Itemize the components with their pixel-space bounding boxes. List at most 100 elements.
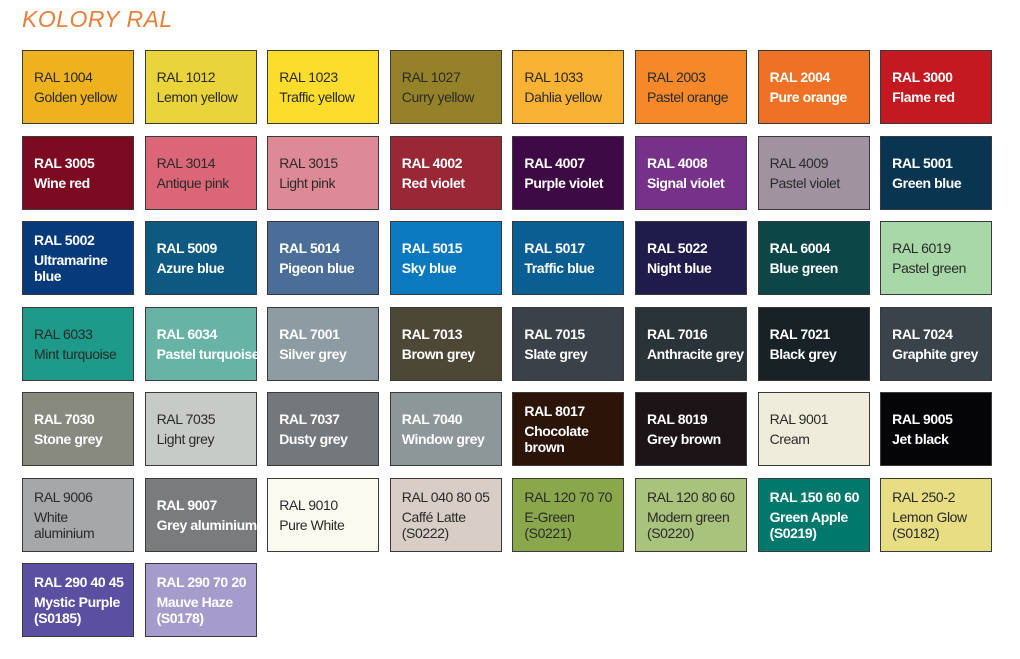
swatch-name: Wine red bbox=[34, 174, 90, 191]
swatch-name: Caffé Latte bbox=[401, 508, 466, 525]
swatch-name: Blue green bbox=[769, 260, 839, 276]
swatch-code: RAL 250-2 bbox=[892, 488, 955, 505]
swatch-name: Pure orange bbox=[769, 89, 848, 105]
color-swatch: RAL 7040 Window grey bbox=[389, 392, 502, 466]
swatch-code: RAL 9006 bbox=[34, 488, 93, 505]
swatch-name: Pastel green bbox=[892, 260, 966, 276]
color-swatch: RAL 7030 Stone grey bbox=[22, 392, 134, 466]
swatch-name: Pigeon blue bbox=[279, 260, 355, 276]
color-swatch: RAL 8017 Chocolate brown bbox=[512, 392, 625, 466]
swatch-name: Azure blue bbox=[156, 260, 225, 276]
color-swatch-grid: RAL 1004 Golden yellow RAL 1012 Lemon yello… bbox=[22, 50, 993, 637]
swatch-name: Green Apple bbox=[769, 508, 849, 525]
color-swatch: RAL 7016 Anthracite grey bbox=[634, 306, 747, 381]
color-swatch: RAL 4008 Signal violet bbox=[634, 135, 747, 210]
swatch-name: Dahlia yellow bbox=[524, 89, 602, 105]
swatch-code: RAL 3005 bbox=[34, 154, 95, 171]
swatch-name: (S0221) bbox=[524, 524, 572, 541]
swatch-code: RAL 1033 bbox=[524, 69, 583, 85]
swatch-code: RAL 5002 bbox=[34, 232, 95, 248]
swatch-name: Mint turquoise bbox=[34, 345, 117, 362]
color-swatch: RAL 1033 Dahlia yellow bbox=[512, 50, 625, 124]
swatch-name: (S0182) bbox=[892, 524, 940, 541]
swatch-code: RAL 7015 bbox=[524, 325, 585, 342]
swatch-code: RAL 7013 bbox=[401, 325, 463, 342]
swatch-name: Chocolate bbox=[524, 423, 589, 439]
swatch-name: Mystic Purple bbox=[34, 594, 120, 610]
swatch-name: brown bbox=[524, 439, 565, 455]
swatch-name: Mauve Haze bbox=[156, 594, 234, 610]
color-swatch: RAL 7013 Brown grey bbox=[389, 306, 502, 381]
color-swatch: RAL 5017 Traffic blue bbox=[512, 221, 625, 295]
swatch-code: RAL 9001 bbox=[769, 411, 829, 427]
color-swatch: RAL 6033 Mint turquoise bbox=[22, 306, 134, 381]
swatch-code: RAL 4009 bbox=[769, 154, 829, 171]
swatch-name: Light grey bbox=[156, 431, 215, 447]
swatch-code: RAL 8019 bbox=[646, 411, 708, 427]
swatch-name: Flame red bbox=[892, 89, 955, 105]
color-swatch: RAL 8019 Grey brown bbox=[634, 392, 747, 466]
swatch-code: RAL 7037 bbox=[279, 411, 340, 427]
color-swatch: RAL 120 70 70 E-Green (S0221) bbox=[512, 477, 625, 552]
swatch-code: RAL 7035 bbox=[156, 411, 216, 427]
color-swatch: RAL 7024 Graphite grey bbox=[880, 306, 993, 381]
swatch-name: Night blue bbox=[646, 260, 712, 276]
color-swatch: RAL 7001 Silver grey bbox=[267, 306, 380, 381]
swatch-code: RAL 6004 bbox=[769, 240, 831, 256]
page-title: KOLORY RAL bbox=[22, 6, 173, 32]
swatch-code: RAL 5014 bbox=[279, 240, 340, 256]
swatch-code: RAL 6019 bbox=[892, 240, 951, 256]
swatch-code: RAL 5015 bbox=[401, 240, 463, 256]
swatch-name: Grey aluminium bbox=[156, 516, 258, 533]
swatch-name: Cream bbox=[769, 431, 810, 447]
color-swatch: RAL 5001 Green blue bbox=[880, 135, 993, 210]
swatch-name: (S0178) bbox=[156, 610, 204, 626]
swatch-code: RAL 2004 bbox=[769, 69, 831, 85]
swatch-code: RAL 9007 bbox=[156, 496, 218, 513]
swatch-code: RAL 3015 bbox=[279, 154, 338, 171]
swatch-code: RAL 290 70 20 bbox=[156, 574, 247, 590]
color-swatch: RAL 5015 Sky blue bbox=[389, 221, 502, 295]
color-swatch: RAL 150 60 60 Green Apple (S0219) bbox=[757, 477, 870, 552]
color-swatch: RAL 9010 Pure White bbox=[267, 477, 380, 552]
swatch-code: RAL 6034 bbox=[156, 325, 218, 342]
swatch-name: Green blue bbox=[892, 174, 962, 191]
swatch-name: Lemon Glow bbox=[892, 508, 967, 525]
color-swatch: RAL 4009 Pastel violet bbox=[757, 135, 870, 210]
color-swatch: RAL 3000 Flame red bbox=[880, 50, 993, 124]
color-swatch: RAL 4007 Purple violet bbox=[512, 135, 625, 210]
swatch-name: aluminium bbox=[34, 524, 95, 541]
color-swatch: RAL 040 80 05 Caffé Latte (S0222) bbox=[389, 477, 502, 552]
swatch-code: RAL 3014 bbox=[156, 154, 216, 171]
swatch-name: (S0222) bbox=[401, 524, 449, 541]
swatch-name: Signal violet bbox=[646, 174, 725, 191]
swatch-name: Modern green bbox=[646, 508, 730, 525]
swatch-name: Traffic yellow bbox=[279, 89, 355, 105]
swatch-code: RAL 7021 bbox=[769, 325, 831, 342]
swatch-code: RAL 9005 bbox=[892, 411, 953, 427]
color-swatch: RAL 5014 Pigeon blue bbox=[267, 221, 380, 295]
swatch-name: Window grey bbox=[401, 431, 485, 447]
swatch-name: Anthracite grey bbox=[646, 345, 744, 362]
color-swatch: RAL 1027 Curry yellow bbox=[389, 50, 502, 124]
color-swatch: RAL 5009 Azure blue bbox=[144, 221, 257, 295]
color-swatch: RAL 2003 Pastel orange bbox=[634, 50, 747, 124]
swatch-code: RAL 5009 bbox=[156, 240, 218, 256]
color-swatch: RAL 7021 Black grey bbox=[757, 306, 870, 381]
swatch-code: RAL 3000 bbox=[892, 69, 953, 85]
color-swatch: RAL 1004 Golden yellow bbox=[22, 50, 134, 124]
swatch-code: RAL 1027 bbox=[401, 69, 461, 85]
swatch-name: Silver grey bbox=[279, 345, 347, 362]
swatch-code: RAL 290 40 45 bbox=[34, 574, 124, 590]
swatch-code: RAL 6033 bbox=[34, 325, 93, 342]
swatch-code: RAL 1012 bbox=[156, 69, 216, 85]
swatch-name: Stone grey bbox=[34, 431, 103, 447]
swatch-code: RAL 040 80 05 bbox=[401, 488, 490, 505]
color-swatch: RAL 290 40 45 Mystic Purple (S0185) bbox=[22, 563, 134, 637]
swatch-code: RAL 4002 bbox=[401, 154, 463, 171]
swatch-code: RAL 150 60 60 bbox=[769, 488, 860, 505]
swatch-name: Pure White bbox=[279, 516, 345, 533]
swatch-code: RAL 8017 bbox=[524, 403, 585, 419]
swatch-name: Black grey bbox=[769, 345, 837, 362]
color-swatch: RAL 9007 Grey aluminium bbox=[144, 477, 258, 552]
